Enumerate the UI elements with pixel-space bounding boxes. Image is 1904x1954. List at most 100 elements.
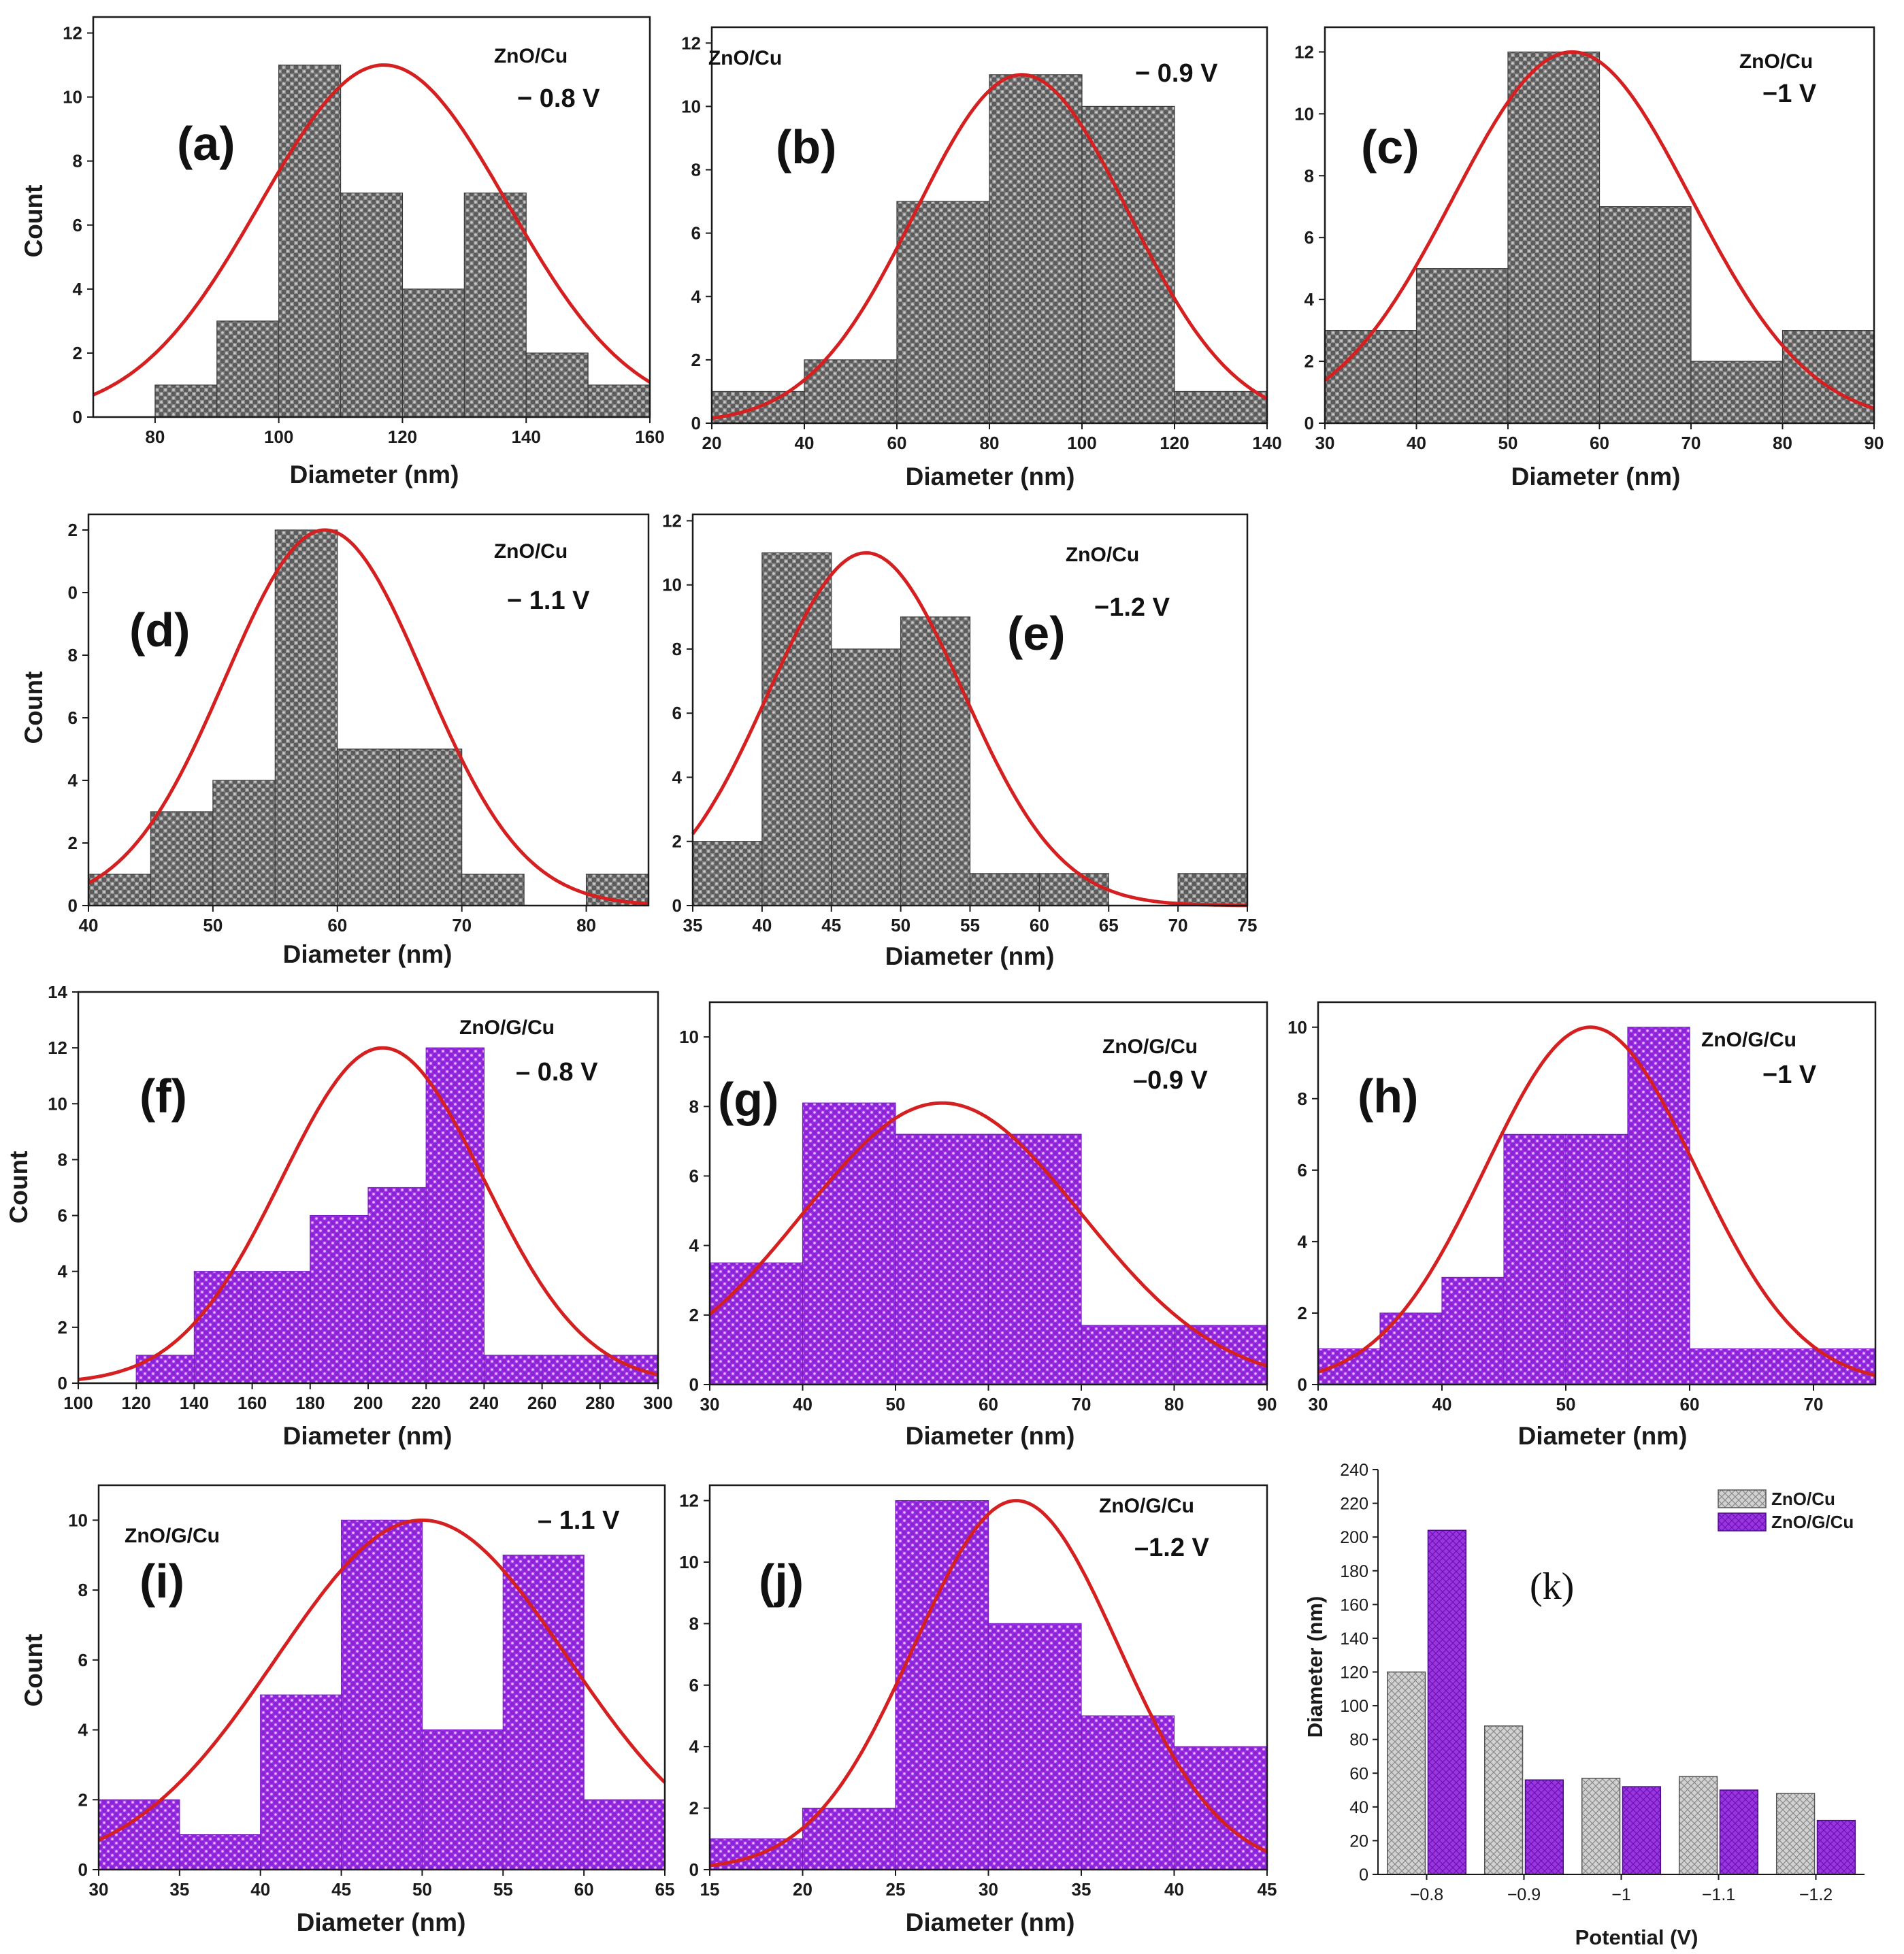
y-tick-label: 12 (1294, 42, 1314, 62)
histogram-bar (502, 1555, 585, 1870)
y-axis-title: Count (5, 1151, 33, 1224)
legend-entry: ZnO/Cu (1771, 1489, 1835, 1509)
panel-label: (d) (129, 603, 190, 657)
material-label: ZnO/G/Cu (1102, 1036, 1198, 1058)
y-tick-label: 10 (662, 575, 682, 595)
x-tick-label: 25 (886, 1879, 906, 1900)
potential-label: – 1.1 V (538, 1506, 620, 1535)
bar-zno-g-cu (1622, 1786, 1662, 1875)
y-tick-label: 4 (691, 286, 702, 307)
panel-label: (h) (1358, 1070, 1418, 1123)
x-tick-label: 70 (452, 915, 472, 935)
material-label: ZnO/G/Cu (1099, 1495, 1194, 1517)
x-tick-label: 40 (795, 433, 815, 453)
x-tick-label: 80 (1164, 1394, 1184, 1414)
y-tick-label: 0 (689, 1859, 699, 1880)
x-tick-label: 20 (702, 433, 722, 453)
x-tick-label: 60 (1590, 433, 1609, 453)
x-tick-label: 70 (1168, 915, 1188, 935)
bar-zno-g-cu (1719, 1789, 1759, 1875)
plot-frame (97, 1484, 666, 1871)
y-tick-label: 6 (58, 1206, 67, 1226)
y-tick-label: 10 (68, 1510, 88, 1530)
y-tick-label: 8 (672, 639, 682, 659)
plot-frame (87, 513, 650, 907)
histogram-bar (278, 64, 342, 418)
panel-label: (b) (776, 120, 836, 173)
y-tick-label: 4 (73, 279, 83, 299)
x-tick-label: 70 (1072, 1394, 1091, 1414)
x-tick-label: 90 (1865, 433, 1884, 453)
bar-zno-cu (1678, 1776, 1718, 1875)
x-tick-label: 180 (295, 1393, 325, 1413)
y-tick-label: 12 (679, 1491, 699, 1511)
y-tick-label: 2 (68, 520, 78, 540)
bar-zno-cu (1483, 1725, 1524, 1875)
x-tick-label: 260 (527, 1393, 557, 1413)
y-tick-label: 6 (689, 1675, 699, 1695)
plot-frame (1317, 1001, 1877, 1386)
y-tick-label: 40 (1349, 1798, 1368, 1817)
histogram-bar (1627, 1027, 1690, 1385)
x-tick-label: 80 (1773, 433, 1792, 453)
histogram-bar (1565, 1133, 1628, 1385)
histogram-bar (1441, 1276, 1505, 1385)
histogram-bar (831, 648, 902, 906)
y-tick-label: 10 (1294, 103, 1314, 124)
x-tick-label: 45 (1258, 1879, 1277, 1900)
histogram-bar (399, 748, 463, 906)
y-tick-label: 100 (1340, 1697, 1368, 1716)
x-tick-label: 30 (1309, 1394, 1328, 1414)
bar-zno-g-cu (1524, 1779, 1564, 1875)
y-tick-label: 240 (1340, 1461, 1368, 1480)
histogram-bar (1173, 1325, 1268, 1385)
panel-j: 15 20 25 30 35 40 45 0 2 4 6 8 10 12 Diameter (nm) (j) Z… (679, 1484, 1277, 1936)
potential-label: −1.2 V (1094, 593, 1170, 622)
potential-label: –1.2 V (1134, 1534, 1210, 1562)
bar-zno-g-cu (1816, 1819, 1856, 1875)
y-tick-label: 8 (691, 160, 701, 180)
y-tick-label: 12 (662, 510, 682, 531)
y-tick-label: 220 (1340, 1495, 1368, 1514)
panel-label: (a) (177, 117, 235, 170)
y-tick-label: 12 (63, 23, 82, 44)
x-tick-label: 120 (388, 427, 417, 447)
x-tick-label: 160 (635, 427, 664, 447)
potential-label: −1 V (1762, 80, 1817, 108)
gaussian-fit-curve (93, 63, 651, 397)
histogram-bar (692, 841, 763, 906)
potential-label: − 0.8 V (517, 84, 600, 113)
histogram-bar (252, 1271, 311, 1384)
material-label: ZnO/Cu (708, 47, 782, 69)
material-label: ZnO/Cu (494, 45, 568, 67)
x-tick-label: 40 (1407, 433, 1426, 453)
potential-label: − 1.1 V (507, 586, 590, 615)
histogram-bar (1507, 51, 1601, 424)
y-tick-label: 6 (1298, 1160, 1307, 1180)
x-axis-title: Diameter (nm) (283, 1422, 453, 1450)
histogram-bar (150, 811, 214, 906)
histogram-bar (802, 1102, 896, 1385)
y-tick-label: 12 (48, 1038, 67, 1058)
histogram-bar (1081, 105, 1175, 424)
material-label: ZnO/G/Cu (1701, 1029, 1796, 1051)
histogram-bar (1503, 1133, 1566, 1385)
y-tick-label: 8 (58, 1149, 67, 1170)
panel-k: −0.8 −0.9 −1 −1.1 −1.2 0 20 40 60 80 100 120 140 160 1… (1303, 1461, 1865, 1949)
bar-zno-cu (1386, 1671, 1426, 1875)
x-axis-title: Diameter (nm) (1511, 463, 1681, 491)
gaussian-fit-curve (708, 1101, 1268, 1368)
x-axis-title: Diameter (nm) (906, 463, 1075, 491)
y-tick-label: 0 (68, 582, 78, 603)
histogram-bar (895, 1133, 989, 1385)
potential-label: −1 V (1762, 1061, 1817, 1089)
histogram-bar (421, 1729, 504, 1870)
y-tick-label: 12 (681, 33, 701, 53)
y-tick-label: 6 (68, 708, 78, 728)
x-tick-label: 55 (960, 915, 980, 935)
y-tick-label: 6 (1304, 227, 1314, 248)
x-tick-label: 35 (1072, 1879, 1091, 1900)
panel-b: 20 40 60 80 100 120 140 0 2 4 6 8 10 12 Diameter (nm) (… (681, 26, 1282, 491)
y-axis-title: Count (20, 185, 48, 258)
x-tick-label: 60 (574, 1879, 594, 1900)
